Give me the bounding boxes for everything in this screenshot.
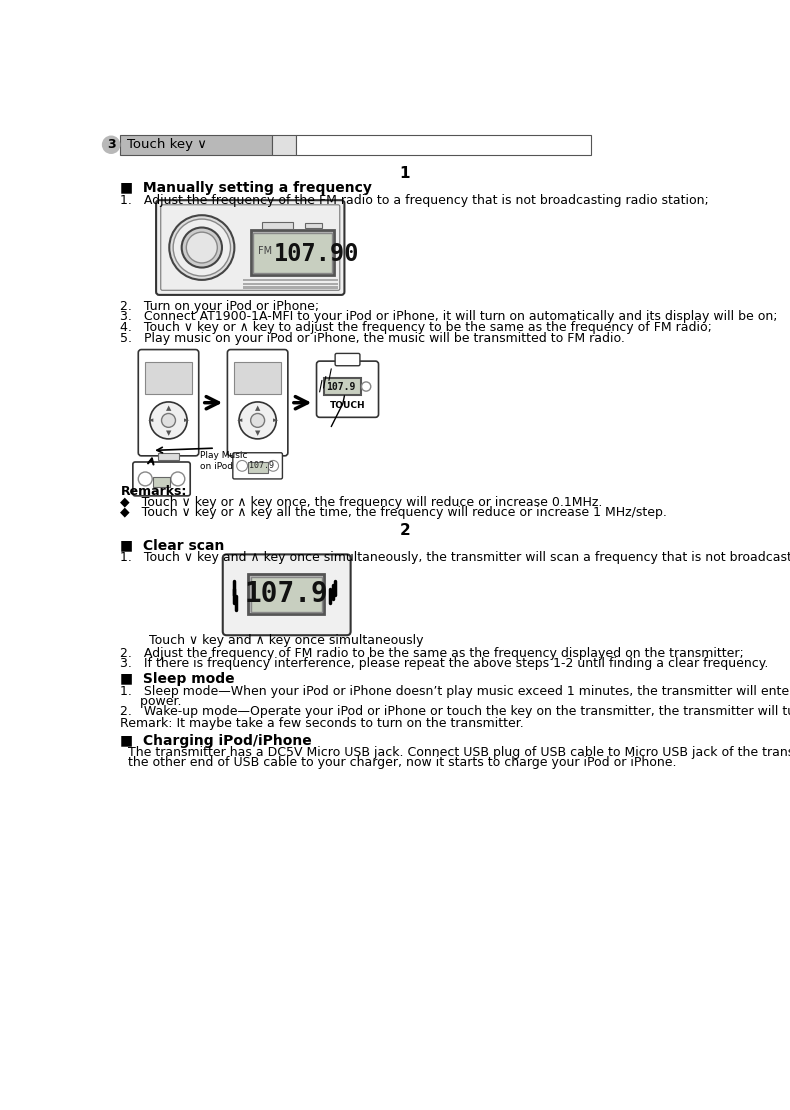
Circle shape: [268, 461, 279, 472]
Bar: [243, 279, 338, 281]
Text: ▼: ▼: [166, 430, 171, 436]
Bar: [250, 230, 334, 275]
FancyBboxPatch shape: [160, 205, 340, 291]
Text: 107.9: 107.9: [249, 462, 274, 471]
Bar: [235, 362, 281, 394]
Text: 107.90: 107.90: [274, 242, 359, 266]
FancyBboxPatch shape: [138, 350, 199, 456]
Text: power.: power.: [120, 695, 182, 707]
Text: 1.   Adjust the frequency of the FM radio to a frequency that is not broadcastin: 1. Adjust the frequency of the FM radio …: [120, 194, 709, 208]
Circle shape: [169, 215, 235, 280]
FancyBboxPatch shape: [317, 361, 378, 417]
Text: TOUCH: TOUCH: [329, 401, 365, 410]
Text: Remark: It maybe take a few seconds to turn on the transmitter.: Remark: It maybe take a few seconds to t…: [120, 717, 525, 730]
Bar: [247, 462, 268, 473]
FancyBboxPatch shape: [133, 462, 190, 496]
Text: ►: ►: [184, 417, 190, 423]
Text: ■  Sleep mode: ■ Sleep mode: [120, 673, 235, 686]
Circle shape: [250, 414, 265, 427]
Circle shape: [138, 472, 152, 486]
Circle shape: [239, 402, 276, 438]
Circle shape: [150, 402, 187, 438]
Text: 107.9: 107.9: [326, 382, 356, 392]
Text: ◄: ◄: [148, 417, 153, 423]
FancyBboxPatch shape: [156, 200, 344, 295]
Text: 107.9: 107.9: [244, 581, 328, 608]
Bar: [243, 283, 338, 285]
Text: The transmitter has a DC5V Micro USB jack. Connect USB plug of USB cable to Micr: The transmitter has a DC5V Micro USB jac…: [120, 746, 790, 759]
Text: ■  Clear scan: ■ Clear scan: [120, 538, 225, 552]
Text: 2.   Adjust the frequency of FM radio to be the same as the frequency displayed : 2. Adjust the frequency of FM radio to b…: [120, 647, 744, 659]
Text: FM: FM: [258, 246, 273, 256]
Bar: [153, 476, 170, 487]
Text: ▲: ▲: [255, 405, 261, 411]
Text: 4.   Touch ∨ key or ∧ key to adjust the frequency to be the same as the frequenc: 4. Touch ∨ key or ∧ key to adjust the fr…: [120, 321, 713, 334]
Circle shape: [182, 228, 222, 268]
Text: 1: 1: [400, 165, 410, 181]
Bar: [248, 574, 324, 615]
Bar: [305, 222, 322, 228]
Text: Play Music
on iPod: Play Music on iPod: [200, 451, 247, 471]
Text: ◄: ◄: [237, 417, 242, 423]
Bar: [120, 134, 272, 154]
Circle shape: [186, 232, 217, 263]
Circle shape: [362, 382, 371, 391]
Bar: [253, 232, 332, 273]
Text: 3.   Connect AT1900-1A-MFI to your iPod or iPhone, it will turn on automatically: 3. Connect AT1900-1A-MFI to your iPod or…: [120, 311, 778, 323]
Text: Touch key ∨: Touch key ∨: [126, 139, 207, 151]
Text: ▲: ▲: [166, 405, 171, 411]
Bar: [159, 453, 179, 461]
Text: 1.   Touch ∨ key and ∧ key once simultaneously, the transmitter will scan a freq: 1. Touch ∨ key and ∧ key once simultaneo…: [120, 551, 790, 564]
Circle shape: [161, 414, 175, 427]
Circle shape: [102, 135, 120, 154]
Text: ▼: ▼: [255, 430, 261, 436]
Bar: [296, 134, 591, 154]
FancyBboxPatch shape: [223, 554, 351, 635]
Circle shape: [173, 219, 231, 276]
Text: ■  Manually setting a frequency: ■ Manually setting a frequency: [120, 181, 372, 195]
Text: 5.   Play music on your iPod or iPhone, the music will be transmitted to FM radi: 5. Play music on your iPod or iPhone, th…: [120, 332, 626, 345]
Text: ◆   Touch ∨ key or ∧ key all the time, the frequency will reduce or increase 1 M: ◆ Touch ∨ key or ∧ key all the time, the…: [120, 506, 668, 518]
Text: 3: 3: [107, 139, 115, 151]
Text: ►: ►: [273, 417, 279, 423]
Circle shape: [237, 461, 247, 472]
Text: 3.   If there is frequency interference, please repeat the above steps 1-2 until: 3. If there is frequency interference, p…: [120, 657, 769, 669]
Bar: [262, 222, 293, 229]
Text: 2.   Turn on your iPod or iPhone;: 2. Turn on your iPod or iPhone;: [120, 300, 320, 313]
Bar: [243, 286, 338, 289]
Circle shape: [171, 472, 185, 486]
Text: 2.   Wake-up mode—Operate your iPod or iPhone or touch the key on the transmitte: 2. Wake-up mode—Operate your iPod or iPh…: [120, 705, 790, 717]
Text: 1.   Sleep mode—When your iPod or iPhone doesn’t play music exceed 1 minutes, th: 1. Sleep mode—When your iPod or iPhone d…: [120, 685, 790, 697]
Bar: [324, 379, 362, 395]
Text: Remarks:: Remarks:: [120, 485, 186, 498]
Text: 2: 2: [400, 523, 410, 538]
Bar: [145, 362, 192, 394]
FancyBboxPatch shape: [335, 353, 360, 365]
Bar: [272, 134, 296, 154]
Text: the other end of USB cable to your charger, now it starts to charge your iPod or: the other end of USB cable to your charg…: [120, 756, 677, 769]
Bar: [250, 577, 322, 612]
FancyBboxPatch shape: [228, 350, 288, 456]
Text: ■  Charging iPod/iPhone: ■ Charging iPod/iPhone: [120, 734, 312, 748]
Text: ◆   Touch ∨ key or ∧ key once, the frequency will reduce or increase 0.1MHz.: ◆ Touch ∨ key or ∧ key once, the frequen…: [120, 496, 603, 508]
FancyBboxPatch shape: [233, 453, 283, 478]
Text: Touch ∨ key and ∧ key once simultaneously: Touch ∨ key and ∧ key once simultaneousl…: [149, 635, 424, 647]
